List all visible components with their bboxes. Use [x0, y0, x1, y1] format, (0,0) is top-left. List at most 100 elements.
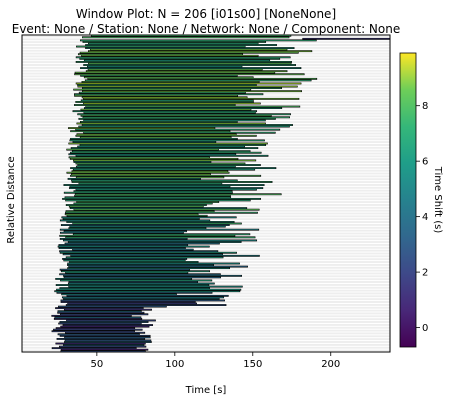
window-bar — [75, 165, 236, 168]
window-bar — [60, 299, 225, 302]
colorbar-tick-label: 2 — [422, 268, 428, 279]
window-bar — [73, 190, 233, 193]
window-bar — [69, 187, 264, 190]
window-bar — [87, 50, 313, 53]
window-bar — [66, 294, 229, 297]
window-bar — [75, 154, 269, 157]
window-bar — [72, 168, 256, 171]
window-bar — [87, 77, 318, 80]
window-bar — [63, 344, 145, 346]
window-bar — [81, 81, 260, 83]
window-bar — [54, 316, 142, 319]
window-bar — [73, 88, 252, 91]
x-axis-label: Time [s] — [185, 385, 227, 396]
x-axis-ticks: 50 100 150 200 — [90, 352, 340, 370]
window-bar — [64, 341, 152, 343]
window-bar — [61, 296, 225, 299]
window-bar — [75, 82, 302, 85]
window-bar — [68, 156, 210, 159]
window-bar — [66, 214, 208, 217]
window-bar — [62, 197, 261, 200]
window-bar — [76, 45, 246, 48]
x-tick-label: 200 — [321, 359, 340, 370]
window-bar — [70, 174, 262, 177]
window-bar — [55, 307, 144, 310]
window-bar — [56, 338, 146, 340]
window-bar — [65, 199, 251, 202]
window-bar — [59, 345, 147, 348]
window-bar — [55, 342, 146, 345]
window-bar — [62, 324, 153, 326]
window-bar — [77, 84, 257, 86]
window-bar — [68, 265, 248, 268]
window-bar — [74, 104, 236, 106]
window-bar — [75, 61, 292, 63]
window-bar — [83, 111, 256, 114]
window-bar — [82, 41, 267, 43]
colorbar-label: Time Shift (s) — [432, 166, 443, 234]
window-bar — [63, 276, 221, 279]
window-bar — [75, 176, 225, 179]
window-bar — [70, 254, 260, 257]
window-bar — [59, 219, 211, 222]
window-bar — [70, 167, 277, 170]
window-bar — [66, 171, 230, 174]
window-bar — [63, 191, 233, 194]
window-bar — [78, 117, 276, 120]
window-bar — [66, 148, 219, 151]
window-bar — [76, 133, 237, 136]
window-bar — [63, 184, 265, 186]
window-bar — [66, 319, 156, 322]
window-bar — [75, 56, 291, 59]
window-bar — [59, 268, 190, 271]
window-bar — [79, 136, 232, 139]
window-bar — [71, 170, 229, 173]
window-bar — [67, 267, 230, 270]
window-bar — [302, 37, 390, 40]
colorbar-ticks: 0 2 4 6 8 — [416, 101, 428, 334]
window-bar — [67, 241, 242, 243]
x-tick-label: 100 — [165, 359, 184, 370]
window-bar — [68, 285, 243, 288]
window-bar — [86, 65, 243, 68]
window-bar — [82, 116, 290, 119]
window-bar — [69, 261, 199, 263]
window-bar — [60, 313, 149, 316]
window-bar — [68, 127, 216, 130]
window-bar — [83, 102, 261, 105]
window-bar — [55, 327, 136, 330]
window-bar — [80, 114, 272, 117]
window-bar — [51, 347, 137, 350]
colorbar-tick-label: 8 — [422, 101, 428, 112]
window-bar — [78, 91, 246, 94]
window-bar — [85, 70, 288, 73]
window-bar — [65, 256, 224, 259]
window-bar — [81, 124, 293, 126]
window-bar — [63, 259, 186, 262]
window-bar — [76, 122, 266, 125]
window-bar — [56, 288, 242, 291]
window-bar — [80, 99, 254, 102]
window-bar — [79, 39, 317, 42]
window-bar — [58, 305, 167, 308]
window-bar — [70, 137, 238, 140]
window-bar — [69, 157, 239, 160]
window-bar — [59, 231, 184, 234]
window-bar — [60, 224, 230, 226]
window-bar — [63, 230, 187, 233]
window-bar — [65, 271, 189, 274]
window-bar — [71, 181, 273, 183]
window-bar — [64, 339, 152, 342]
window-bar — [85, 47, 295, 49]
window-bar — [72, 222, 242, 225]
window-bar — [51, 314, 132, 317]
window-bar — [84, 79, 312, 82]
window-bar — [73, 161, 212, 163]
window-bar — [79, 51, 299, 54]
window-bar — [82, 90, 302, 93]
window-bar — [59, 250, 219, 253]
window-bar — [59, 228, 260, 231]
window-bar — [83, 119, 266, 122]
window-bar — [51, 330, 135, 333]
